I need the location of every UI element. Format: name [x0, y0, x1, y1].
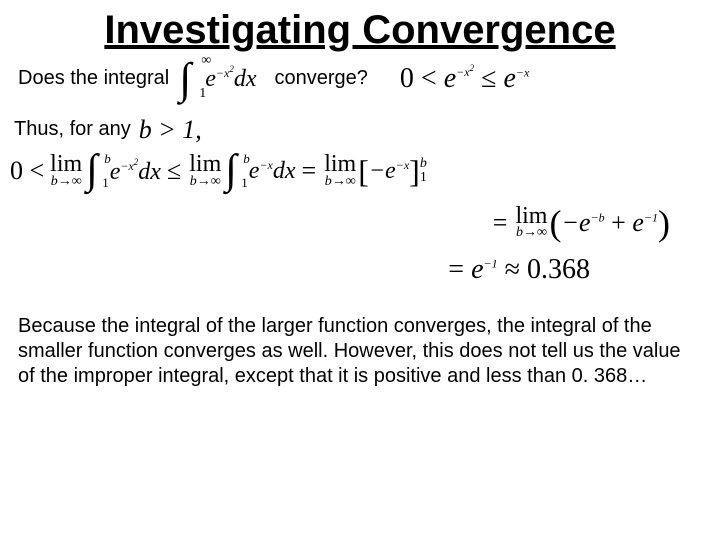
l5-approx: ≈ 0.368: [498, 254, 590, 285]
bracket-neg-e: −e: [369, 158, 396, 184]
lim-1: lim b→∞: [50, 154, 82, 188]
intA-dx: dx: [138, 159, 161, 185]
page-title: Investigating Convergence: [0, 8, 720, 53]
int1-e: e: [205, 66, 216, 92]
int1-lower: 1: [199, 88, 206, 101]
line4-row: = lim b→∞ ( −e−b + e−1 ): [0, 202, 720, 244]
intA-e: e: [110, 159, 121, 185]
lim1-bot: b→∞: [51, 176, 82, 189]
question-pre: Does the integral: [18, 67, 169, 90]
intA-exp: −x: [120, 159, 133, 173]
intB-exp: −x: [259, 158, 272, 172]
lim2-top: lim: [189, 154, 221, 176]
bracket-l: [: [358, 153, 369, 190]
l4-plus: +: [605, 208, 633, 237]
lim2-bot: b→∞: [190, 176, 221, 189]
lim-2: lim b→∞: [189, 154, 221, 188]
bracket-lo: 1: [420, 171, 427, 185]
intB-e: e: [249, 158, 260, 184]
l5-exp: −1: [484, 256, 498, 270]
intA-upper: b: [104, 154, 111, 164]
lim3-top: lim: [324, 154, 356, 176]
l5-eq: =: [448, 254, 464, 285]
l4-t1exp: −b: [591, 210, 605, 224]
l4-lp: (: [549, 202, 561, 244]
conclusion-paragraph: Because the integral of the larger funct…: [0, 314, 720, 389]
lim-4: lim b→∞: [515, 206, 547, 240]
intB-dx: dx: [273, 158, 296, 184]
ineq-e1: e: [444, 63, 456, 94]
question-row: Does the integral ∫ ∞ 1 e−x2dx converge?…: [0, 59, 720, 99]
lim4-top: lim: [515, 206, 547, 228]
lim3-bot: b→∞: [325, 176, 356, 189]
chain-row: 0 < lim b→∞ ∫ b 1 e−x2dx ≤ lim b→∞ ∫ b 1…: [0, 149, 720, 194]
l4-eq: =: [493, 208, 508, 238]
intB-upper: b: [243, 154, 250, 164]
lim1-top: lim: [50, 154, 82, 176]
ineq-exp2: −x: [516, 65, 529, 79]
l5-e: e: [471, 254, 483, 285]
bracket-r: ]: [409, 153, 420, 190]
thus-text: Thus, for any: [14, 118, 131, 141]
lim-3: lim b→∞: [324, 154, 356, 188]
int-a: ∫ b 1: [86, 154, 98, 188]
l4-rp: ): [658, 202, 670, 244]
int-b: ∫ b 1: [225, 154, 237, 188]
intA-lower: 1: [102, 178, 109, 188]
chain-eq: =: [302, 156, 317, 186]
bracket-expr: [ −e−x ] b 1: [358, 153, 427, 190]
ineq-e2: e: [503, 63, 515, 94]
chain-le: ≤: [167, 156, 181, 186]
l4-t2exp: −1: [644, 210, 658, 224]
thus-row: Thus, for any b > 1,: [0, 99, 720, 149]
l4-t2: e: [632, 208, 644, 237]
question-mid: converge?: [275, 67, 368, 90]
ineq-zero: 0 <: [400, 63, 437, 94]
integral-symbol-1: ∫ ∞ 1 e−x2dx: [179, 59, 256, 99]
int1-upper: ∞: [201, 55, 211, 68]
bracket-exp: −x: [396, 158, 409, 172]
ineq-le: ≤: [481, 63, 496, 94]
int1-dx: dx: [234, 66, 257, 92]
l4-t1: −e: [561, 208, 590, 237]
ineq-exp1a: −x: [456, 65, 469, 79]
thus-cond: b > 1,: [139, 115, 202, 145]
line5-row: = e−1 ≈ 0.368: [0, 254, 720, 286]
chain-zero: 0 <: [10, 156, 44, 186]
intB-lower: 1: [241, 178, 248, 188]
bracket-up: b: [420, 157, 427, 171]
ineq-exp1b: 2: [470, 63, 475, 73]
int1-exp: −x: [216, 66, 229, 80]
lim4-bot: b→∞: [516, 227, 547, 240]
